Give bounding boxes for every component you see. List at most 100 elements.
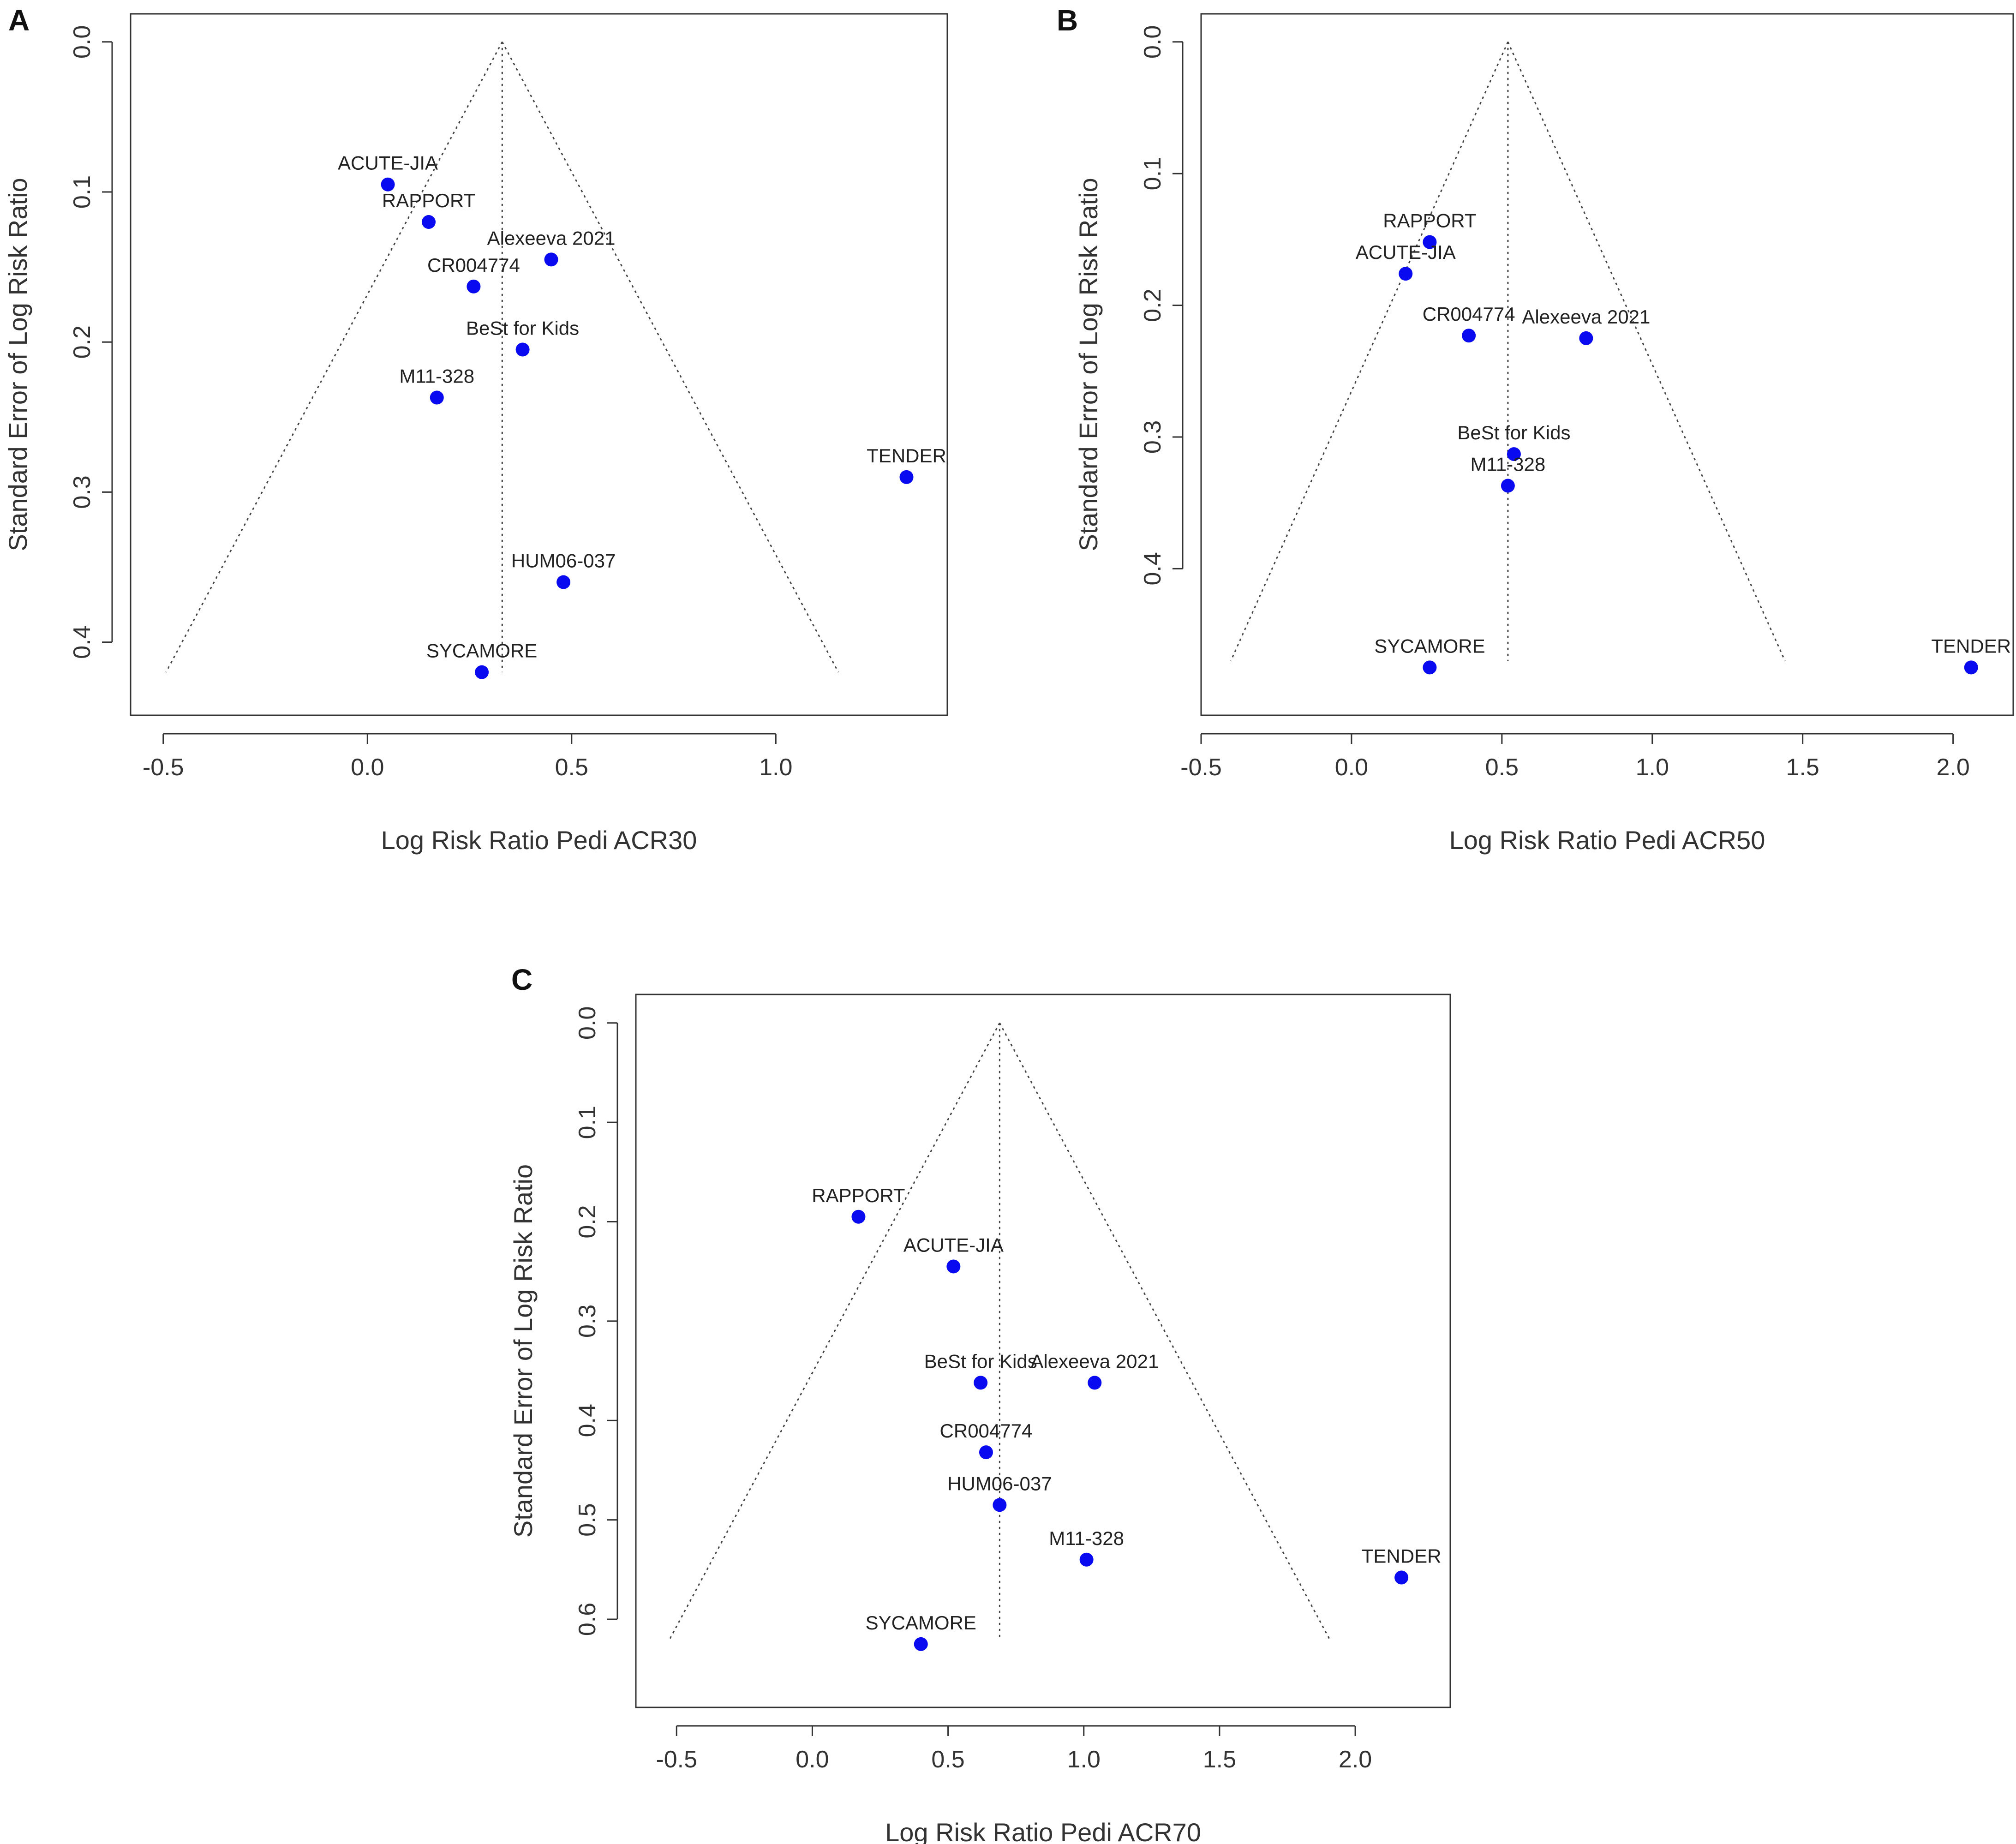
data-point [1462, 329, 1476, 343]
data-point [946, 1259, 961, 1274]
x-axis-title: Log Risk Ratio Pedi ACR70 [885, 1818, 1201, 1844]
panel-c: C -0.5 0.0 0.5 1.0 1.5 2.0 0.0 0.1 0.2 0.3 0.4 0.5… [508, 963, 1451, 1844]
funnel-left-boundary [669, 1023, 1000, 1640]
funnel-right-boundary [1507, 42, 1786, 661]
data-point [1507, 447, 1521, 461]
plot-frame [635, 994, 1451, 1708]
x-axis: -0.5 0.0 0.5 1.0 1.5 2.0 [656, 1725, 1372, 1773]
x-tick-label: -0.5 [1180, 754, 1222, 781]
x-tick-label: 0.5 [1485, 754, 1519, 781]
data-point [979, 1445, 993, 1460]
point-label: CR004774 [427, 254, 520, 276]
y-tick-label: 0.0 [69, 25, 96, 59]
panel-a: A -0.5 0.0 0.5 1.0 0.0 0.1 0.2 0.3 0.4 Log Risk… [3, 4, 948, 855]
y-axis-title: Standard Error of Log Risk Ratio [3, 178, 32, 551]
data-point [899, 470, 914, 484]
data-point [544, 252, 558, 267]
data-point [1394, 1570, 1409, 1585]
point-label: TENDER [1931, 635, 2011, 657]
point-label: SYCAMORE [1374, 635, 1485, 657]
x-tick-label: 2.0 [1936, 754, 1969, 781]
data-point [1399, 267, 1413, 281]
x-tick-label: 1.0 [1636, 754, 1669, 781]
plot-frame [1200, 13, 2014, 716]
data-point [467, 279, 481, 293]
point-label: ACUTE-JIA [1356, 241, 1456, 263]
panel-label: A [8, 4, 30, 37]
point-label: M11-328 [1471, 454, 1546, 475]
y-tick-label: 0.4 [1139, 552, 1166, 585]
point-label: M11-328 [1049, 1527, 1124, 1549]
point-label: HUM06-037 [947, 1473, 1052, 1494]
point-label: ACUTE-JIA [903, 1234, 1004, 1256]
y-tick-label: 0.6 [574, 1603, 601, 1636]
point-label: TENDER [867, 445, 946, 467]
x-tick-label: 0.0 [796, 1746, 829, 1773]
y-tick-label: 0.4 [574, 1404, 601, 1437]
x-tick-label: 0.5 [555, 754, 588, 781]
point-label: RAPPORT [1383, 210, 1476, 232]
x-tick-label: 0.0 [351, 754, 384, 781]
data-point [430, 390, 444, 405]
data-points: RAPPORT ACUTE-JIA CR004774 Alexeeva 2021 BeS… [1356, 210, 2011, 675]
x-axis-title: Log Risk Ratio Pedi ACR30 [381, 826, 697, 855]
x-tick-label: -0.5 [656, 1746, 697, 1773]
panel-label: C [511, 963, 532, 996]
point-label: ACUTE-JIA [338, 152, 438, 174]
data-point [1964, 660, 1978, 675]
point-label: BeSt for Kids [466, 317, 579, 339]
x-axis: -0.5 0.0 0.5 1.0 [143, 733, 792, 781]
data-point [556, 575, 571, 589]
point-label: CR004774 [940, 1420, 1033, 1442]
data-point [515, 342, 530, 357]
y-axis: 0.0 0.1 0.2 0.3 0.4 [1139, 25, 1184, 585]
point-label: BeSt for Kids [1457, 422, 1570, 443]
funnel-right-boundary [502, 42, 839, 673]
y-tick-label: 0.2 [574, 1205, 601, 1238]
point-label: RAPPORT [812, 1185, 905, 1206]
y-axis-title: Standard Error of Log Risk Ratio [508, 1164, 538, 1538]
plot-frame [130, 13, 948, 716]
point-label: Alexeeva 2021 [487, 227, 616, 249]
point-label: Alexeeva 2021 [1522, 306, 1650, 328]
x-tick-label: 1.0 [759, 754, 792, 781]
x-tick-label: 1.0 [1067, 1746, 1101, 1773]
y-tick-label: 0.3 [1139, 420, 1166, 454]
point-label: M11-328 [399, 365, 474, 387]
x-axis: -0.5 0.0 0.5 1.0 1.5 2.0 [1180, 733, 1970, 781]
data-point [851, 1209, 866, 1224]
point-label: Alexeeva 2021 [1030, 1350, 1159, 1372]
data-point [1079, 1552, 1094, 1567]
data-point [475, 665, 489, 679]
x-tick-label: 2.0 [1339, 1746, 1372, 1773]
data-point [1423, 235, 1437, 249]
data-point [1423, 660, 1437, 675]
y-tick-label: 0.3 [69, 475, 96, 509]
funnel-right-boundary [999, 1023, 1330, 1640]
data-point [1088, 1376, 1102, 1390]
y-tick-label: 0.3 [574, 1305, 601, 1338]
y-tick-label: 0.4 [69, 625, 96, 659]
point-label: SYCAMORE [426, 640, 537, 662]
point-label: HUM06-037 [511, 550, 616, 572]
data-point [914, 1637, 928, 1651]
funnel-left-boundary [1230, 42, 1509, 661]
point-label: CR004774 [1423, 303, 1515, 325]
x-tick-label: 0.5 [931, 1746, 964, 1773]
data-point [1579, 331, 1593, 345]
y-axis: 0.0 0.1 0.2 0.3 0.4 [69, 25, 113, 659]
data-point [974, 1376, 988, 1390]
y-tick-label: 0.2 [69, 325, 96, 359]
point-label: RAPPORT [382, 190, 475, 211]
data-point [422, 215, 436, 229]
data-points: ACUTE-JIA RAPPORT Alexeeva 2021 CR004774 BeS… [338, 152, 946, 679]
y-axis-title: Standard Error of Log Risk Ratio [1074, 178, 1103, 551]
point-label: TENDER [1362, 1545, 1442, 1567]
data-point [1501, 479, 1515, 493]
y-tick-label: 0.5 [574, 1503, 601, 1536]
data-point [993, 1498, 1007, 1512]
data-point [381, 177, 395, 192]
panel-b: B -0.5 0.0 0.5 1.0 1.5 2.0 0.0 0.1 0.2 0.3 0.4 Lo… [1057, 4, 2014, 855]
